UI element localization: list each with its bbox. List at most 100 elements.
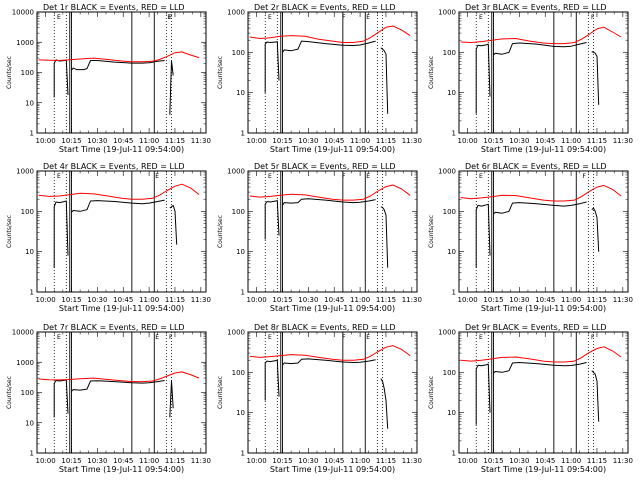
y-tick-label: 10 <box>236 89 245 97</box>
x-tick-label: 10:30 <box>87 457 107 465</box>
x-tick-label: 11:30 <box>191 457 211 465</box>
x-tick-label: 11:00 <box>561 457 581 465</box>
flag-label: F <box>342 334 346 341</box>
x-axis-label: Start Time (19-Jul-11 09:54:00) <box>481 304 606 313</box>
x-tick-label: 11:15 <box>587 457 607 465</box>
x-axis-label: Start Time (19-Jul-11 09:54:00) <box>59 145 184 154</box>
events-series-line <box>169 60 174 115</box>
plot-frame <box>36 11 207 134</box>
x-tick-label: 10:45 <box>113 137 133 145</box>
y-axis-label: Counts/sec <box>428 56 435 89</box>
x-axis-label: Start Time (19-Jul-11 09:54:00) <box>270 145 395 154</box>
events-series-line <box>282 40 376 53</box>
lld-series-line <box>460 184 622 202</box>
plot-frame <box>247 170 418 293</box>
x-tick-label: 10:30 <box>87 137 107 145</box>
x-tick-label: 11:30 <box>402 457 422 465</box>
y-tick-label: 100 <box>443 208 456 216</box>
x-tick-label: 11:30 <box>402 137 422 145</box>
y-tick-label: 10 <box>25 419 34 427</box>
flag-label: F <box>591 334 595 341</box>
x-tick-label: 10:15 <box>483 296 503 304</box>
x-tick-label: 10:00 <box>36 457 56 465</box>
x-tick-label: 10:00 <box>458 137 478 145</box>
flag-label: E <box>479 173 483 180</box>
plot-area <box>38 12 200 133</box>
flag-label: F <box>582 173 586 180</box>
y-tick-label: 1 <box>452 130 456 138</box>
x-tick-label: 10:30 <box>509 457 529 465</box>
plot-frame <box>458 11 629 134</box>
x-tick-label: 10:45 <box>113 457 133 465</box>
x-tick-label: 11:15 <box>587 137 607 145</box>
y-tick-label: 10 <box>447 89 456 97</box>
events-series-line <box>264 200 280 240</box>
flag-label: F <box>591 14 595 21</box>
flag-label: E <box>57 14 61 21</box>
panel-det-1r: Det 1r BLACK = Events, RED = LLD 1 10 100 10… <box>6 3 211 154</box>
x-tick-label: 11:15 <box>376 137 396 145</box>
flag-label: E <box>366 334 370 341</box>
events-series-line <box>380 47 389 114</box>
x-tick-label: 10:30 <box>509 296 529 304</box>
y-tick-label: 1 <box>30 450 34 458</box>
x-tick-label: 11:00 <box>350 457 370 465</box>
plot-area <box>460 171 622 292</box>
y-tick-label: 1000 <box>16 359 34 367</box>
y-tick-label: 10 <box>236 409 245 417</box>
flag-label: E <box>268 334 272 341</box>
x-tick-label: 11:15 <box>165 296 185 304</box>
x-tick-label: 11:00 <box>350 137 370 145</box>
x-tick-label: 10:30 <box>298 457 318 465</box>
y-tick-label: 100 <box>443 49 456 57</box>
x-tick-label: 10:45 <box>113 296 133 304</box>
x-axis-label: Start Time (19-Jul-11 09:54:00) <box>270 304 395 313</box>
plot-frame <box>458 331 629 454</box>
panel-det-9r: Det 9r BLACK = Events, RED = LLD 1 10 100 10… <box>428 323 633 474</box>
x-tick-label: 11:00 <box>561 296 581 304</box>
x-tick-label: 10:15 <box>483 457 503 465</box>
y-tick-label: 1 <box>241 289 245 297</box>
x-tick-label: 11:00 <box>139 296 159 304</box>
plot-frame <box>247 11 418 134</box>
flag-label: F <box>169 14 173 21</box>
events-series-line <box>71 199 165 213</box>
events-series-line <box>380 378 389 429</box>
flag-label: E <box>479 334 483 341</box>
y-tick-label: 100 <box>232 369 245 377</box>
lld-series-line <box>38 371 200 383</box>
events-series-line <box>71 380 165 392</box>
x-tick-label: 10:30 <box>87 296 107 304</box>
lld-series-line <box>249 184 411 201</box>
x-tick-label: 11:15 <box>587 296 607 304</box>
lld-series-line <box>460 26 622 45</box>
panel-title: Det 3r BLACK = Events, RED = LLD <box>465 3 607 12</box>
events-series-line <box>264 359 280 401</box>
flag-label: E <box>167 14 171 21</box>
x-tick-label: 10:45 <box>535 137 555 145</box>
y-tick-label: 100 <box>232 49 245 57</box>
y-tick-label: 1 <box>30 289 34 297</box>
y-tick-label: 10 <box>447 248 456 256</box>
y-tick-label: 1 <box>30 130 34 138</box>
panel-det-6r: Det 6r BLACK = Events, RED = LLD 1 10 100 10… <box>428 162 633 313</box>
plot-frame <box>458 170 629 293</box>
flag-label: F <box>169 334 173 341</box>
panel-det-7r: Det 7r BLACK = Events, RED = LLD 1 10 100 10… <box>6 323 211 474</box>
flag-label: E <box>57 173 61 180</box>
flag-label: E <box>479 14 483 21</box>
plot-area <box>249 12 411 133</box>
x-tick-label: 11:30 <box>613 137 633 145</box>
x-tick-label: 10:15 <box>61 296 81 304</box>
x-tick-label: 10:45 <box>324 296 344 304</box>
lld-series-line <box>249 25 411 43</box>
x-tick-label: 11:00 <box>561 137 581 145</box>
y-tick-label: 1000 <box>16 39 34 47</box>
flag-label: E <box>57 334 61 341</box>
y-axis-label: Counts/sec <box>217 215 224 248</box>
plot-frame <box>36 170 207 293</box>
y-axis-label: Counts/sec <box>6 215 13 248</box>
y-tick-label: 1 <box>452 289 456 297</box>
y-axis-label: Counts/sec <box>217 56 224 89</box>
flag-label: E <box>268 173 272 180</box>
